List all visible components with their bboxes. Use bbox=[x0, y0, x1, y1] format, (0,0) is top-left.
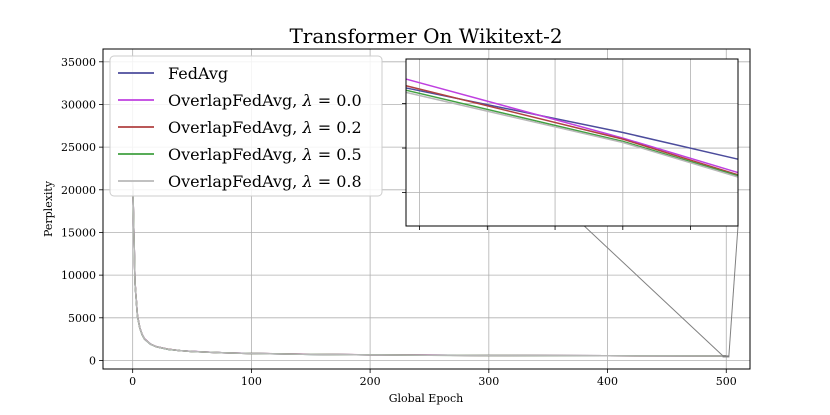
x-tick-label: 300 bbox=[478, 375, 499, 388]
legend-box bbox=[109, 55, 383, 197]
inset-background bbox=[406, 59, 738, 226]
x-tick-label: 500 bbox=[716, 375, 737, 388]
inset-frame bbox=[405, 58, 739, 227]
y-tick-label: 5000 bbox=[68, 312, 96, 325]
x-tick-label: 100 bbox=[241, 375, 262, 388]
series-layer bbox=[131, 181, 727, 357]
y-axis-ticks: 0 5000 10000 15000 20000 25000 30000 35000 bbox=[61, 56, 103, 367]
plot-frame bbox=[102, 48, 751, 370]
y-tick-label: 30000 bbox=[61, 98, 96, 111]
zoom-region bbox=[722, 355, 730, 358]
zoom-connector-line bbox=[728, 225, 739, 357]
chart-title: Transformer On Wikitext-2 bbox=[289, 24, 562, 48]
y-tick-label: 20000 bbox=[61, 184, 96, 197]
x-axis-ticks: 0 100 200 300 400 500 bbox=[129, 369, 737, 388]
inset-series-line-4 bbox=[405, 89, 739, 177]
series-line-5 bbox=[131, 181, 727, 357]
inset-series-line-5 bbox=[405, 91, 739, 178]
inset-series-line-3 bbox=[405, 84, 739, 176]
x-axis-label: Global Epoch bbox=[389, 392, 463, 405]
legend: FedAvg OverlapFedAvg, λ = 0.0 OverlapFedAv… bbox=[109, 55, 383, 197]
legend-label: OverlapFedAvg, λ = 0.2 bbox=[168, 118, 362, 137]
y-tick-label: 15000 bbox=[61, 226, 96, 239]
legend-label: FedAvg bbox=[168, 64, 228, 83]
x-tick-label: 0 bbox=[129, 375, 136, 388]
x-tick-label: 400 bbox=[597, 375, 618, 388]
inset-zoom bbox=[402, 58, 739, 230]
y-axis-label: Perplexity bbox=[42, 180, 55, 237]
y-tick-label: 25000 bbox=[61, 141, 96, 154]
legend-label: OverlapFedAvg, λ = 0.5 bbox=[168, 145, 362, 164]
legend-label: OverlapFedAvg, λ = 0.0 bbox=[168, 91, 362, 110]
y-tick-label: 10000 bbox=[61, 269, 96, 282]
y-tick-label: 35000 bbox=[61, 56, 96, 69]
inset-series-line-2 bbox=[405, 78, 739, 174]
y-tick-label: 0 bbox=[89, 354, 96, 367]
legend-label: OverlapFedAvg, λ = 0.8 bbox=[168, 172, 362, 191]
x-tick-label: 200 bbox=[360, 375, 381, 388]
